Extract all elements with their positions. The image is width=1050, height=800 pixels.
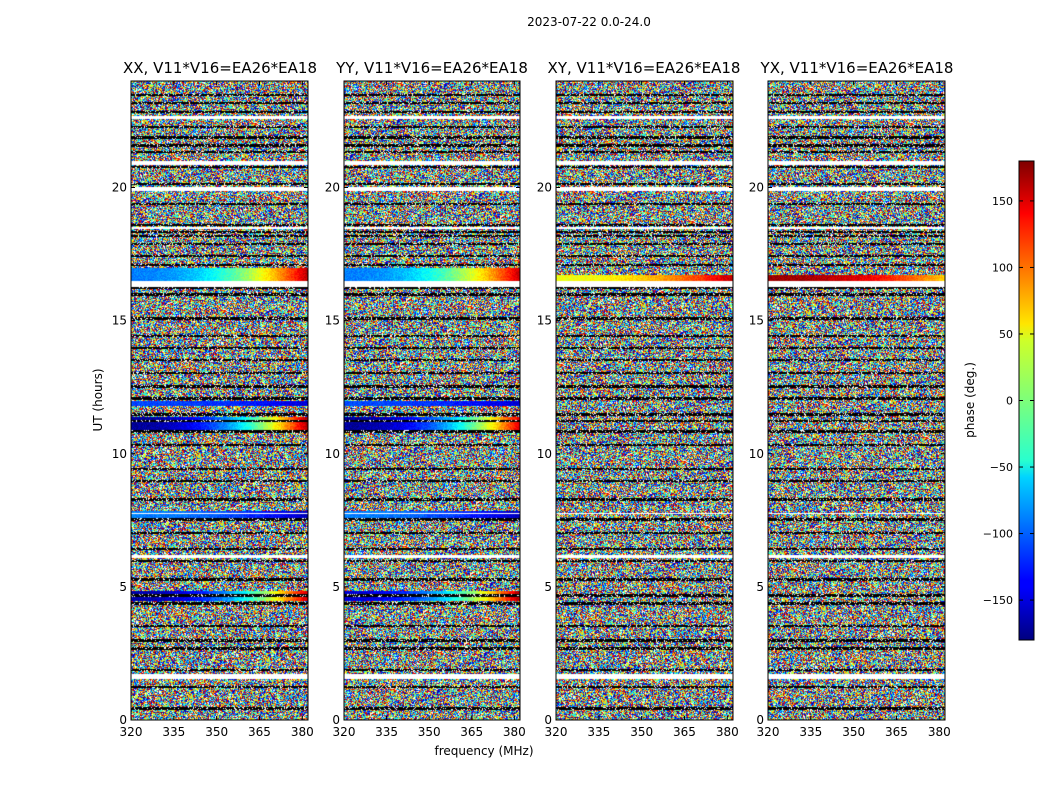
colorbar-tick-label: −150 <box>983 594 1013 607</box>
colorbar-tick-label: −50 <box>990 461 1013 474</box>
panel-xy: XY, V11*V16=EA26*EA18 320 335 350 365 380 0 5 1… <box>537 59 741 739</box>
panel-title-xy: XY, V11*V16=EA26*EA18 <box>548 59 741 77</box>
y-tick-label: 20 <box>112 181 127 195</box>
y-tick-label: 20 <box>537 181 552 195</box>
y-tick-label: 20 <box>325 181 340 195</box>
y-tick-label: 15 <box>112 314 127 328</box>
y-tick-label: 5 <box>119 580 127 594</box>
y-tick-label: 5 <box>332 580 340 594</box>
colorbar: 150 100 50 0 −50 −100 −150 phase (deg.) <box>963 160 1035 641</box>
x-tick-label: 350 <box>630 725 653 739</box>
y-tick-label: 5 <box>756 580 764 594</box>
y-tick-label: 0 <box>544 713 552 727</box>
axes-frame-yy <box>343 80 521 721</box>
x-tick-label: 320 <box>545 725 568 739</box>
x-tick-label: 320 <box>120 725 143 739</box>
colorbar-tick-label: 100 <box>992 261 1013 274</box>
ticks-xy: 320 335 350 365 380 0 5 10 15 20 <box>537 81 739 739</box>
colorbar-tick-label: −100 <box>983 528 1013 541</box>
ticks-xx: 320 335 350 365 380 0 5 10 15 20 <box>112 81 314 739</box>
x-tick-label: 365 <box>248 725 271 739</box>
y-tick-label: 0 <box>332 713 340 727</box>
y-tick-label: 10 <box>112 447 127 461</box>
colorbar-tick-label: 0 <box>1006 395 1013 408</box>
panel-title-xx: XX, V11*V16=EA26*EA18 <box>123 59 317 77</box>
x-tick-label: 320 <box>333 725 356 739</box>
x-tick-label: 335 <box>587 725 610 739</box>
x-tick-label: 335 <box>799 725 822 739</box>
y-tick-label: 15 <box>749 314 764 328</box>
panel-title-yy: YY, V11*V16=EA26*EA18 <box>335 59 528 77</box>
x-tick-label: 380 <box>716 725 739 739</box>
y-tick-label: 5 <box>544 580 552 594</box>
colorbar-tick-label: 150 <box>992 195 1013 208</box>
heatmap-xy <box>556 81 733 720</box>
panel-xx: XX, V11*V16=EA26*EA18 320 335 350 365 380 0 5 1… <box>112 59 317 739</box>
ticks-yx: 320 335 350 365 380 0 5 10 15 20 <box>749 81 951 739</box>
y-tick-label: 10 <box>749 447 764 461</box>
y-tick-label: 10 <box>537 447 552 461</box>
axes-frame-xx <box>130 80 309 721</box>
x-tick-label: 365 <box>885 725 908 739</box>
x-tick-label: 380 <box>503 725 526 739</box>
x-tick-label: 380 <box>928 725 951 739</box>
x-tick-label: 350 <box>205 725 228 739</box>
x-tick-label: 365 <box>460 725 483 739</box>
y-tick-label: 20 <box>749 181 764 195</box>
x-tick-label: 350 <box>418 725 441 739</box>
heatmap-xx <box>131 81 308 720</box>
y-tick-label: 0 <box>119 713 127 727</box>
panel-title-yx: YX, V11*V16=EA26*EA18 <box>760 59 954 77</box>
x-axis-label: frequency (MHz) <box>434 744 533 758</box>
panel-yy: YY, V11*V16=EA26*EA18 320 335 350 365 380 0 5 1… <box>325 59 528 739</box>
y-tick-label: 0 <box>756 713 764 727</box>
axes-frame-xy <box>555 80 734 721</box>
axes-frame-yx <box>767 80 946 721</box>
y-tick-label: 10 <box>325 447 340 461</box>
x-tick-label: 380 <box>291 725 314 739</box>
colorbar-tick-label: 50 <box>999 328 1013 341</box>
colorbar-label: phase (deg.) <box>963 362 977 438</box>
x-tick-label: 320 <box>757 725 780 739</box>
panel-yx: YX, V11*V16=EA26*EA18 320 335 350 365 380 0 5 1… <box>749 59 954 739</box>
x-tick-label: 335 <box>162 725 185 739</box>
colorbar-ticks: 150 100 50 0 −50 −100 −150 <box>983 195 1034 607</box>
y-axis-label: UT (hours) <box>91 368 105 431</box>
heatmap-yx <box>768 81 945 720</box>
y-tick-label: 15 <box>325 314 340 328</box>
heatmap-yy <box>344 81 520 720</box>
x-tick-label: 335 <box>375 725 398 739</box>
ticks-yy: 320 335 350 365 380 0 5 10 15 20 <box>325 81 526 739</box>
x-tick-label: 350 <box>842 725 865 739</box>
y-tick-label: 15 <box>537 314 552 328</box>
x-tick-label: 365 <box>673 725 696 739</box>
suptitle: 2023-07-22 0.0-24.0 <box>527 15 651 29</box>
